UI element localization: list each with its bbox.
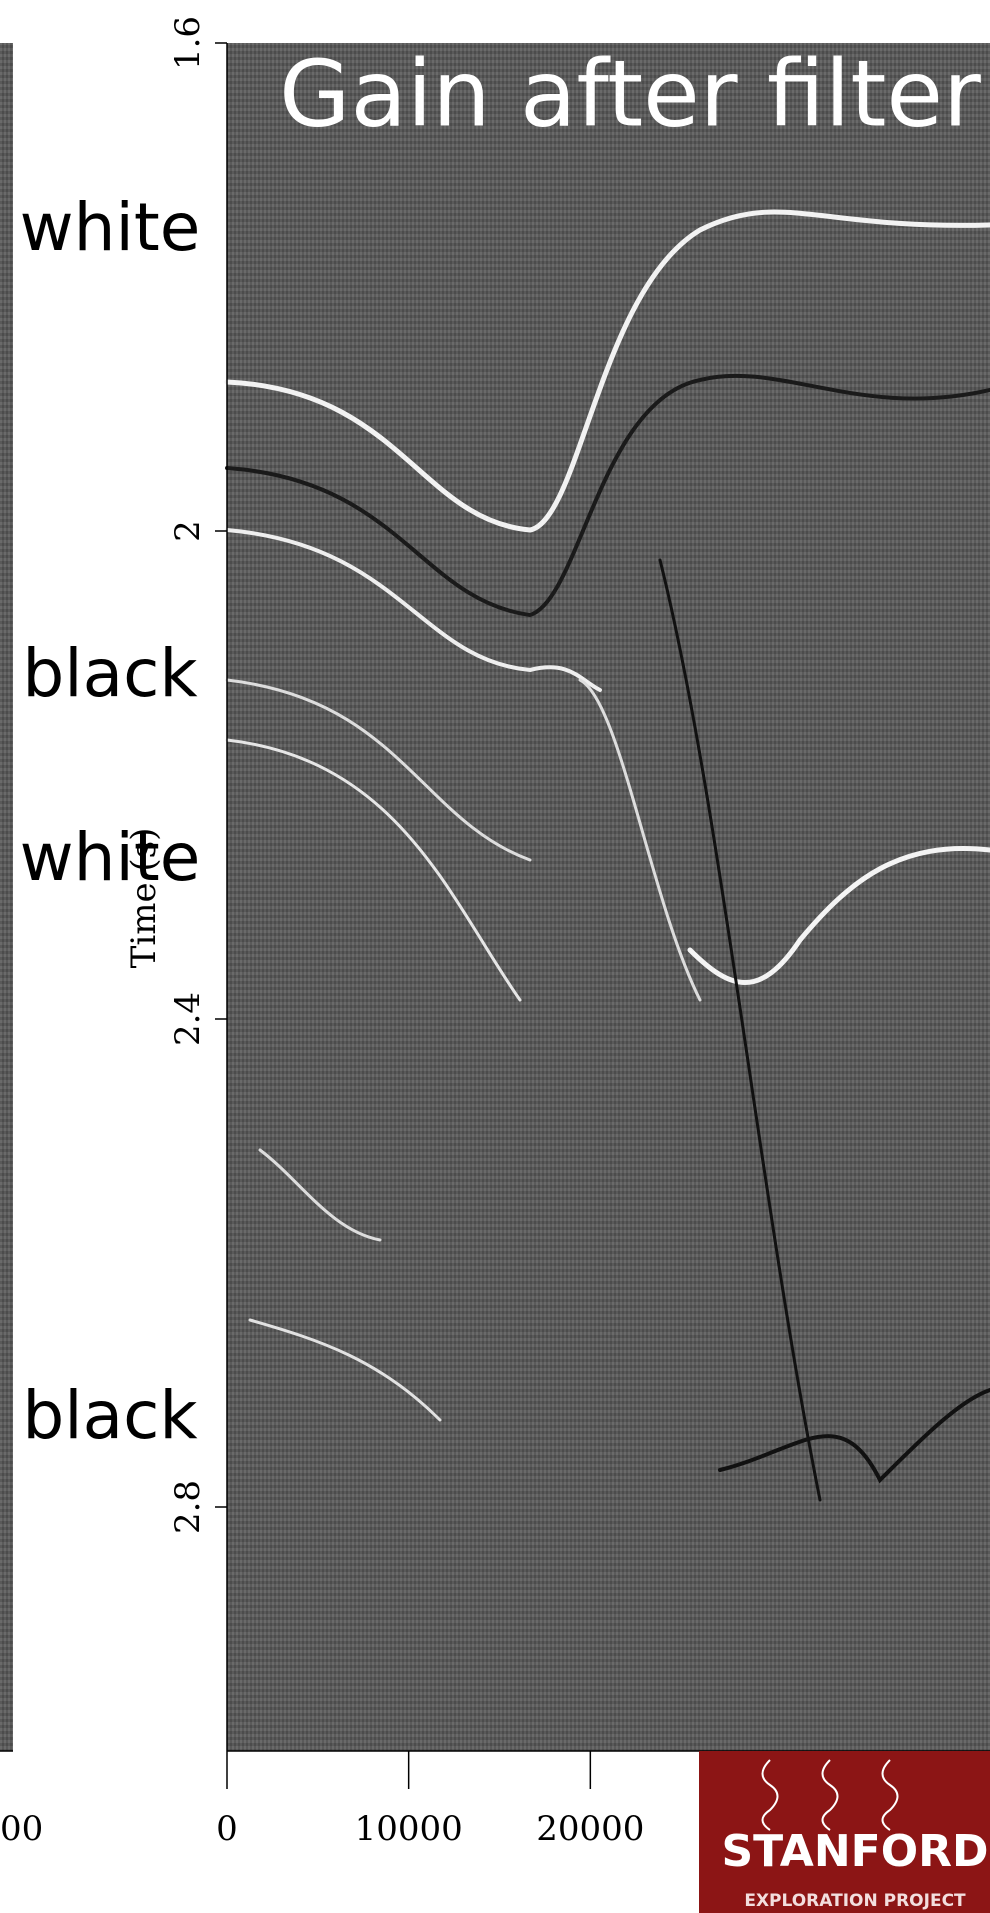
- logo: STANFORD EXPLORATION PROJECT: [699, 1751, 990, 1913]
- y-tick-label: 1.6: [168, 16, 208, 70]
- y-tick-label: 2.8: [168, 1480, 208, 1534]
- y-tick-label: 2: [168, 520, 208, 542]
- left-panel-tick-label: 00: [0, 1809, 43, 1849]
- annotation: black: [22, 1377, 198, 1454]
- logo-subtitle: EXPLORATION PROJECT: [744, 1891, 966, 1911]
- logo-waves: [761, 1759, 899, 1831]
- y-axis-label: Time (s): [124, 828, 164, 969]
- left-panel-image: [0, 43, 13, 1751]
- annotation: black: [22, 635, 198, 712]
- x-tick-label: 20000: [536, 1809, 644, 1849]
- seismic-reflectors: [224, 209, 990, 1502]
- plot: [224, 43, 990, 1751]
- annotation: white: [20, 819, 201, 896]
- annotation: white: [20, 189, 201, 266]
- seismic-image: [227, 43, 990, 1751]
- x-tick-label: 10000: [355, 1809, 463, 1849]
- logo-background: [699, 1751, 990, 1913]
- chart-title: Gain after filter: [279, 40, 981, 147]
- annotations: white black white black: [20, 189, 201, 1454]
- y-tick-label: 2.4: [168, 992, 208, 1046]
- logo-name: STANFORD: [721, 1826, 988, 1877]
- x-tick-label: 0: [216, 1809, 238, 1849]
